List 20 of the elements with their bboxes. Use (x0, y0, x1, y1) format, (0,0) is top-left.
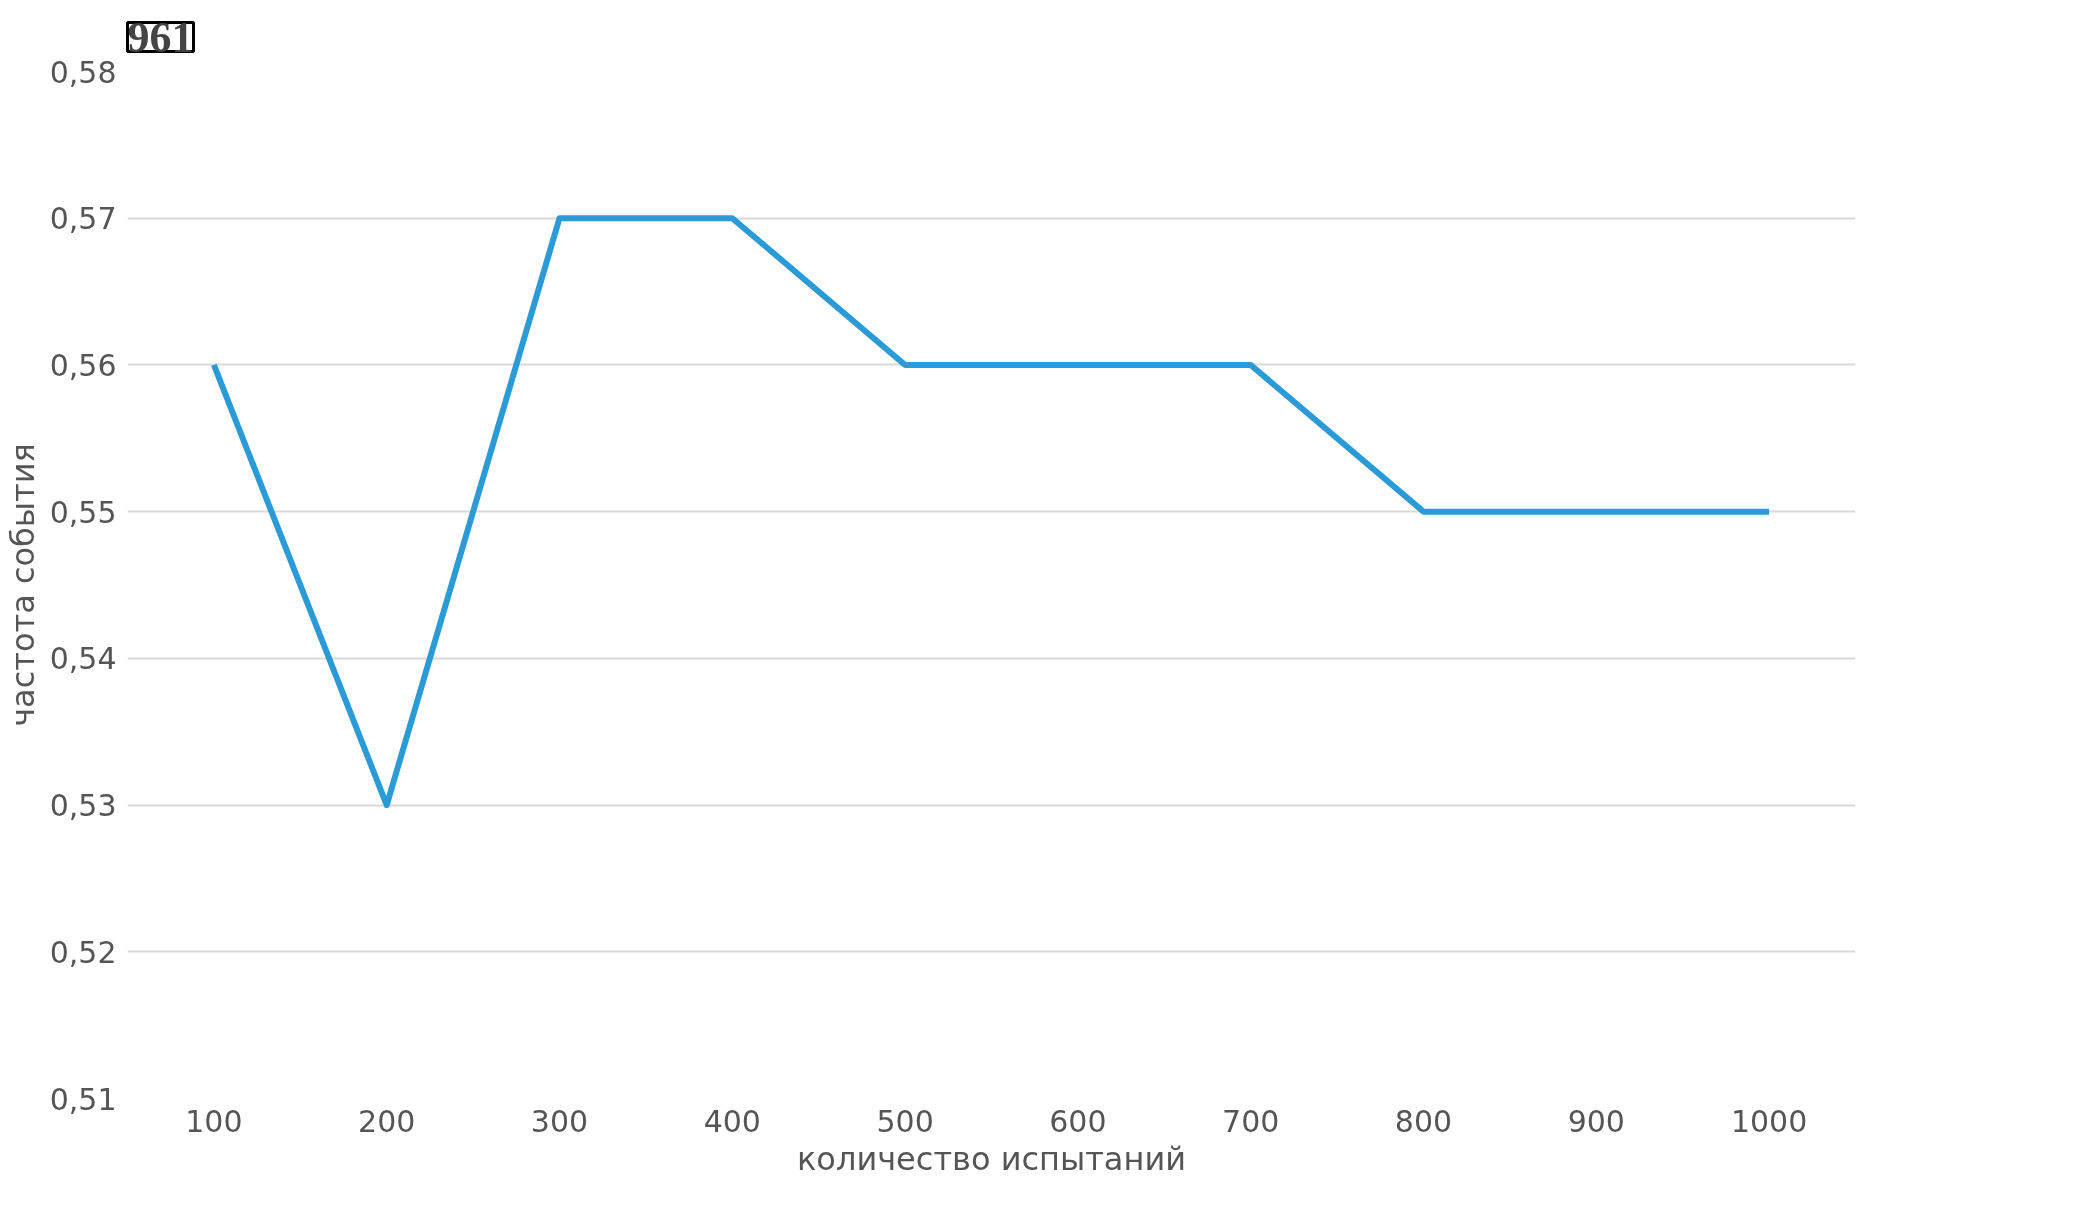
y-tick-label: 0,54 (49, 641, 117, 677)
x-tick-label: 500 (876, 1103, 934, 1139)
x-axis-title: количество испытаний (797, 1139, 1186, 1178)
y-tick-label: 0,57 (49, 201, 117, 237)
x-tick-label: 300 (530, 1103, 589, 1139)
x-tick-label: 200 (358, 1103, 416, 1139)
y-tick-label: 0,56 (49, 347, 117, 383)
y-axis-title: частота события (3, 443, 42, 727)
y-tick-label: 0,52 (49, 934, 117, 970)
x-tick-label: 900 (1567, 1103, 1625, 1139)
y-tick-label: 0,53 (49, 788, 117, 824)
y-tick-label: 0,51 (49, 1081, 117, 1117)
y-tick-label: 0,55 (49, 494, 117, 530)
x-tick-label: 400 (703, 1103, 761, 1139)
x-tick-label: 800 (1394, 1103, 1453, 1139)
x-tick-label: 700 (1222, 1103, 1280, 1139)
x-tick-label: 1000 (1730, 1103, 1808, 1139)
y-tick-label: 0,58 (49, 54, 117, 90)
x-tick-label: 100 (185, 1103, 243, 1139)
x-tick-label: 600 (1049, 1103, 1107, 1139)
